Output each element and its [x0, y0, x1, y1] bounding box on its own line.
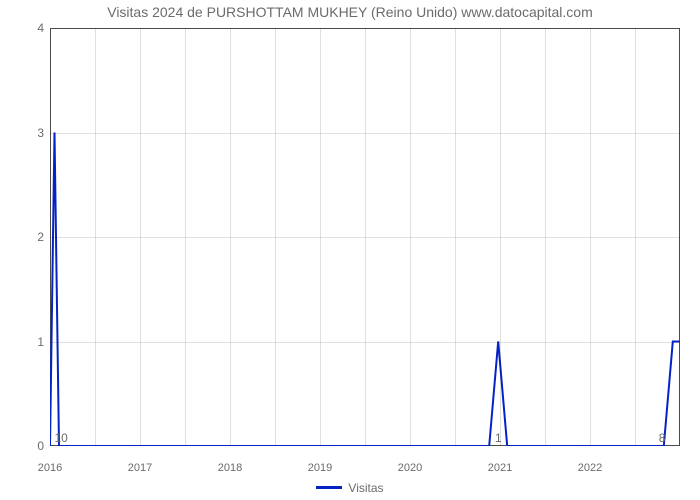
- legend-swatch: [316, 486, 342, 489]
- x-tick-label: 2019: [295, 462, 345, 474]
- x-tick-label: 2020: [385, 462, 435, 474]
- gridline-v: [230, 28, 231, 446]
- legend: Visitas: [0, 478, 700, 495]
- gridline-v: [140, 28, 141, 446]
- gridline-v: [635, 28, 636, 446]
- legend-label: Visitas: [348, 481, 383, 495]
- y-tick-label: 4: [14, 21, 44, 35]
- x-tick-label: 2022: [565, 462, 615, 474]
- y-tick-label: 0: [14, 439, 44, 453]
- data-label: 8: [659, 431, 666, 445]
- y-tick-label: 3: [14, 126, 44, 140]
- chart-title: Visitas 2024 de PURSHOTTAM MUKHEY (Reino…: [0, 4, 700, 20]
- legend-item-visitas: Visitas: [316, 481, 383, 495]
- gridline-v: [320, 28, 321, 446]
- y-tick-label: 2: [14, 230, 44, 244]
- x-tick-label: 2021: [475, 462, 525, 474]
- gridline-v: [410, 28, 411, 446]
- gridline-v: [590, 28, 591, 446]
- gridline-v: [455, 28, 456, 446]
- data-label: 10: [55, 431, 68, 445]
- gridline-v: [545, 28, 546, 446]
- y-tick-label: 1: [14, 335, 44, 349]
- x-tick-label: 2018: [205, 462, 255, 474]
- gridline-v: [365, 28, 366, 446]
- gridline-v: [275, 28, 276, 446]
- gridline-v: [185, 28, 186, 446]
- plot-area: [50, 28, 680, 446]
- gridline-v: [95, 28, 96, 446]
- gridline-v: [500, 28, 501, 446]
- x-tick-label: 2017: [115, 462, 165, 474]
- x-tick-label: 2016: [25, 462, 75, 474]
- data-label: 1: [495, 431, 502, 445]
